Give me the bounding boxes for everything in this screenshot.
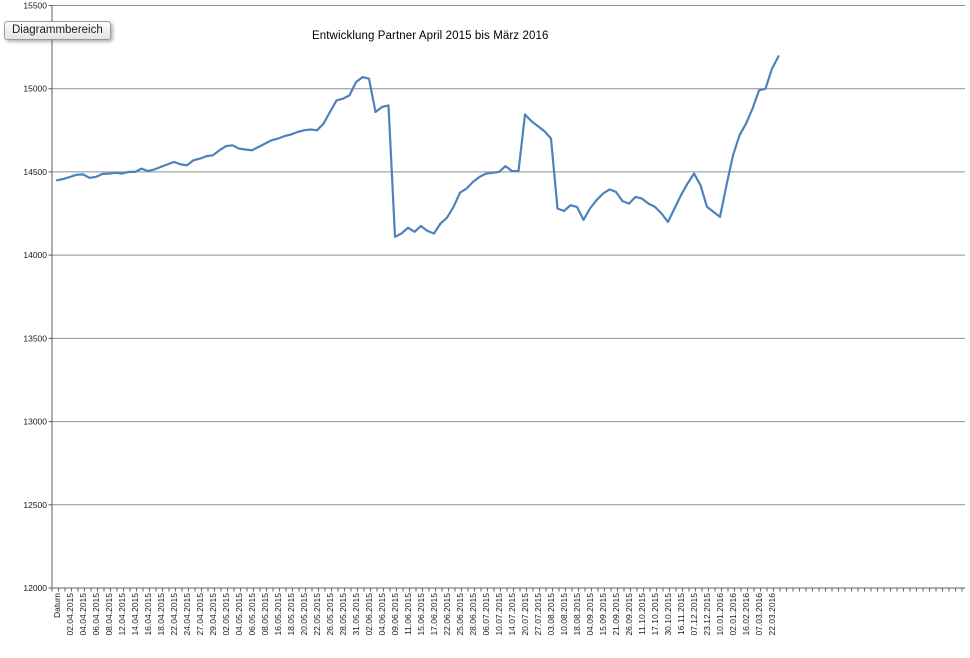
x-tick-label: 24.04.2015 — [182, 593, 192, 636]
x-tick-label: 18.08.2015 — [572, 593, 582, 636]
x-tick-label: 30.10.2015 — [663, 593, 673, 636]
x-tick-label: 21.09.2015 — [611, 593, 621, 636]
chart-title[interactable]: Entwicklung Partner April 2015 bis März … — [312, 30, 549, 42]
series-line[interactable] — [55, 55, 780, 238]
x-tick-label: 15.06.2015 — [416, 593, 426, 636]
y-tick-label: 12000 — [23, 583, 47, 593]
x-tick-label: 25.06.2015 — [455, 593, 465, 636]
x-tick-label: 26.09.2015 — [624, 593, 634, 636]
x-tick-label: 17.06.2015 — [429, 593, 439, 636]
x-tick-label: 17.10.2015 — [650, 593, 660, 636]
x-tick-label: 03.08.2015 — [546, 593, 556, 636]
y-tick-label: 14000 — [23, 250, 47, 260]
x-tick-label: 04.09.2015 — [585, 593, 595, 636]
x-tick-label: 27.07.2015 — [533, 593, 543, 636]
x-tick-label: 09.06.2015 — [390, 593, 400, 636]
x-tick-label: 06.07.2015 — [481, 593, 491, 636]
x-tick-label: 16.05.2015 — [273, 593, 283, 636]
x-tick-label: 06.04.2015 — [91, 593, 101, 636]
x-tick-label: 15.09.2015 — [598, 593, 608, 636]
y-tick-label: 13000 — [23, 417, 47, 427]
x-tick-label: 22.06.2015 — [442, 593, 452, 636]
x-tick-label: 11.06.2015 — [403, 593, 413, 635]
x-tick-label: 22.04.2015 — [169, 593, 179, 636]
y-tick-label: 15000 — [23, 84, 47, 94]
x-tick-label: 20.05.2015 — [299, 593, 309, 636]
y-tick-label: 15500 — [23, 1, 47, 11]
x-tick-label: 08.04.2015 — [104, 593, 114, 636]
x-tick-label: 08.05.2015 — [260, 593, 270, 636]
x-tick-label: 20.07.2015 — [520, 593, 530, 636]
x-tick-label: 04.04.2015 — [78, 593, 88, 636]
y-tick-label: 12500 — [23, 500, 47, 510]
y-tick-label: 14500 — [23, 167, 47, 177]
x-tick-label: 11.10.2015 — [637, 593, 647, 635]
x-tick-label: 04.05.2015 — [234, 593, 244, 636]
x-tick-label: 02.06.2015 — [364, 593, 374, 636]
x-tick-label: 02.05.2015 — [221, 593, 231, 636]
x-tick-label: 16.11.2015 — [676, 593, 686, 635]
x-tick-label: 04.06.2015 — [377, 593, 387, 636]
x-tick-label: 07.12.2015 — [689, 593, 699, 636]
x-tick-label: 07.03.2016 — [754, 593, 764, 636]
x-tick-label: 16.02.2016 — [741, 593, 751, 636]
x-tick-label: 18.05.2015 — [286, 593, 296, 636]
x-tick-label: 12.04.2015 — [117, 593, 127, 636]
x-tick-label: 29.04.2015 — [208, 593, 218, 636]
x-tick-label: 22.03.2016 — [767, 593, 777, 636]
x-tick-label: 28.06.2015 — [468, 593, 478, 636]
x-tick-label: 18.04.2015 — [156, 593, 166, 636]
chart-area-tooltip: Diagrammbereich — [4, 21, 111, 40]
x-tick-label: 16.04.2015 — [143, 593, 153, 636]
x-tick-label: 22.05.2015 — [312, 593, 322, 636]
x-tick-label: 14.07.2015 — [507, 593, 517, 636]
x-tick-label: 06.05.2015 — [247, 593, 257, 636]
x-tick-label: 10.07.2015 — [494, 593, 504, 636]
x-tick-label: 14.04.2015 — [130, 593, 140, 636]
x-tick-label: 28.05.2015 — [338, 593, 348, 636]
y-tick-label: 13500 — [23, 333, 47, 343]
x-tick-label: 31.05.2015 — [351, 593, 361, 636]
x-tick-label: 10.01.2016 — [715, 593, 725, 636]
x-tick-label: Datum — [52, 593, 62, 618]
x-tick-label: 23.12.2015 — [702, 593, 712, 636]
x-tick-label: 02.01.2016 — [728, 593, 738, 636]
x-tick-label: 27.04.2015 — [195, 593, 205, 636]
x-tick-label: 26.05.2015 — [325, 593, 335, 636]
x-tick-label: 02.04.2015 — [65, 593, 75, 636]
x-tick-label: 10.08.2015 — [559, 593, 569, 636]
